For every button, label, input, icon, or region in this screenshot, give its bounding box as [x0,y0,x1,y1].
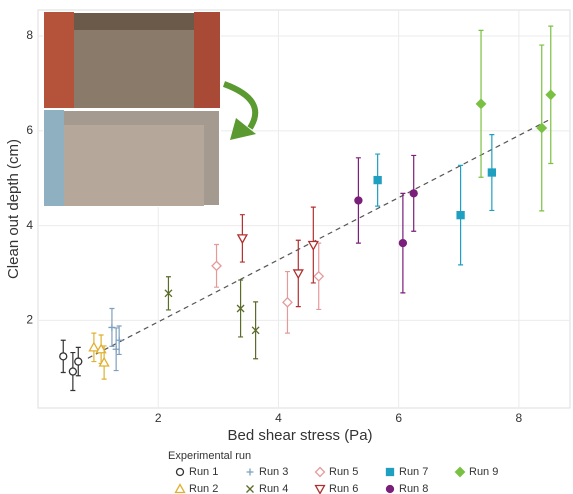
brick-wall [194,12,220,108]
chart: Bed shear stress (Pa) Clean out depth (c… [0,0,573,494]
x-tick-label: 4 [275,411,282,425]
point [75,358,82,365]
point [410,190,417,197]
x-axis-title: Bed shear stress (Pa) [227,427,372,444]
y-tick-label: 2 [26,313,33,327]
legend-symbol [387,469,394,476]
legend-label: Run 6 [329,483,358,494]
legend-label: Run 7 [399,466,428,478]
legend-label: Run 1 [189,466,218,478]
legend-title: Experimental run [168,450,251,462]
point [60,353,67,360]
legend-label: Run 2 [189,483,218,494]
legend-label: Run 8 [399,483,428,494]
legend-label: Run 4 [259,483,288,494]
y-axis-title: Clean out depth (cm) [5,139,22,279]
cobble-bed [64,125,204,206]
legend-label: Run 3 [259,466,288,478]
legend-symbol [316,486,325,494]
x-tick-label: 6 [395,411,402,425]
legend-symbol [177,469,184,476]
point [374,177,381,184]
y-tick-label: 4 [26,218,33,232]
point [488,169,495,176]
x-tick-label: 8 [516,411,523,425]
legend-symbol [316,468,325,477]
brick-wall [44,12,74,108]
y-tick-label: 8 [26,28,33,42]
y-tick-label: 6 [26,123,33,137]
x-tick-label: 2 [155,411,162,425]
legend-symbol [176,485,185,493]
glass-panel [44,110,64,206]
point [399,240,406,247]
legend-symbol [247,469,254,476]
legend-label: Run 9 [469,466,498,478]
gravel-bed [74,30,194,108]
point [457,212,464,219]
legend-symbol [456,468,465,477]
legend-label: Run 5 [329,466,358,478]
legend-symbol [387,486,394,493]
legend-symbol [247,486,254,493]
point [355,197,362,204]
point [69,368,76,375]
